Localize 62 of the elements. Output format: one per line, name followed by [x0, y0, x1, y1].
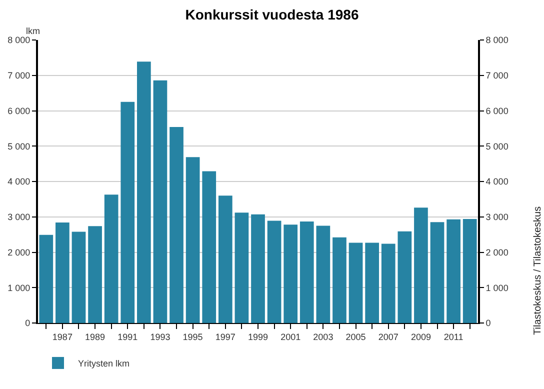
y2-tick-label: 3 000	[486, 212, 508, 222]
bar	[284, 224, 298, 323]
x-tick-label: 1987	[52, 332, 72, 342]
bar	[398, 231, 412, 323]
y-tick-label: 1 000	[8, 282, 30, 293]
y2-tick-label: 8 000	[486, 35, 508, 46]
bar	[462, 219, 477, 323]
bar	[381, 244, 396, 323]
bar	[137, 62, 151, 323]
y2-tick-label: 4 000	[486, 176, 508, 187]
bar	[186, 157, 200, 323]
x-tick-label: 2005	[346, 332, 366, 342]
bar	[202, 171, 216, 323]
x-tick-label: 2001	[280, 332, 301, 342]
y-tick-label: 5 000	[8, 141, 30, 152]
x-tick-label: 2007	[378, 332, 398, 342]
x-tick-label: 2003	[313, 332, 334, 342]
y-tick-label: 0	[25, 318, 30, 328]
x-tick-label: 1999	[248, 332, 268, 342]
bar	[316, 226, 330, 323]
legend-label: Yritysten lkm	[78, 358, 130, 368]
y-axis-title: lkm	[26, 26, 40, 36]
bar	[39, 234, 54, 323]
bar	[332, 237, 346, 323]
bar	[170, 127, 184, 323]
y-tick-label: 4 000	[8, 176, 30, 187]
bar	[104, 194, 118, 323]
bar	[365, 242, 379, 323]
y-tick-label: 2 000	[8, 247, 30, 258]
y2-tick-label: 7 000	[486, 70, 508, 81]
bar	[72, 232, 86, 323]
x-tick-label: 1995	[182, 332, 203, 342]
bar	[300, 221, 314, 323]
bar	[88, 226, 102, 323]
x-tick-label: 2011	[444, 332, 464, 342]
y2-tick-label: 0	[486, 318, 491, 328]
bar	[153, 80, 168, 323]
bar	[120, 102, 135, 323]
bar	[348, 242, 363, 323]
y2-tick-label: 5 000	[486, 141, 508, 152]
y2-tick-label: 6 000	[486, 106, 508, 116]
y2-tick-label: 2 000	[486, 247, 508, 258]
y-tick-label: 7 000	[8, 70, 30, 81]
x-tick-label: 1991	[118, 332, 138, 342]
bar	[56, 222, 70, 323]
x-tick-label: 1997	[215, 332, 236, 342]
x-tick-label: 1989	[85, 332, 106, 342]
chart-title: Konkurssit vuodesta 1986	[185, 6, 359, 23]
y-tick-label: 6 000	[8, 106, 30, 116]
bar	[430, 222, 444, 323]
bar	[414, 208, 428, 323]
bar	[446, 219, 460, 323]
text: Tilastokeskus / Tilastokeskus	[532, 206, 544, 335]
bar	[251, 214, 265, 323]
x-tick-label: 1993	[150, 332, 170, 342]
x-tick-label: 2009	[410, 332, 431, 342]
y2-tick-label: 1 000	[486, 282, 508, 293]
bar	[218, 196, 232, 323]
y-tick-label: 3 000	[8, 212, 30, 222]
bar	[234, 212, 249, 323]
bar	[267, 220, 282, 323]
y-tick-label: 8 000	[8, 35, 30, 46]
